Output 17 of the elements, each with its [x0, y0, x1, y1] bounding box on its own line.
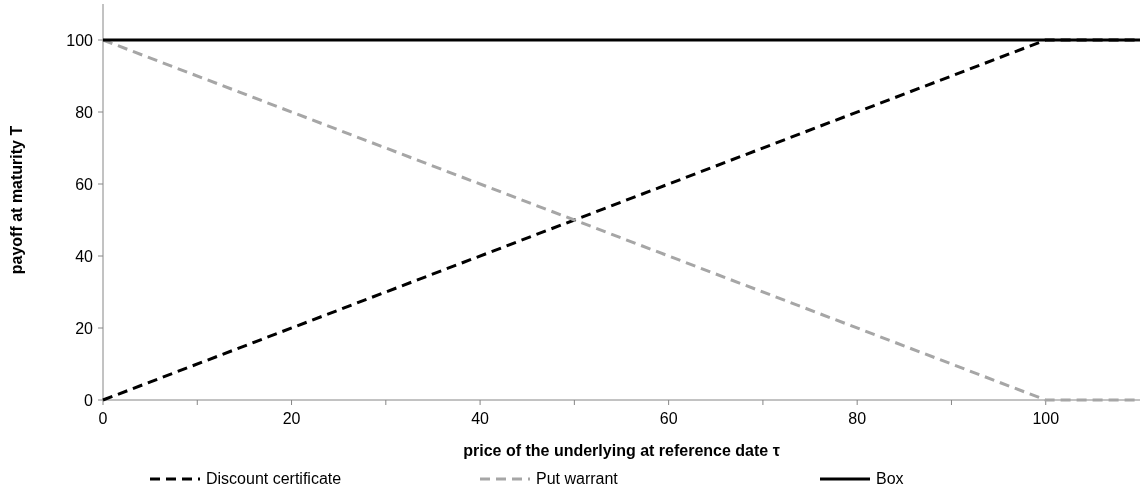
- legend-label: Discount certificate: [206, 470, 342, 487]
- y-tick-label: 0: [84, 391, 94, 409]
- y-tick-label: 20: [75, 319, 94, 337]
- x-tick-label: 40: [471, 410, 490, 427]
- x-axis-title: price of the underlying at reference date τ: [463, 442, 780, 459]
- legend-label: Put warrant: [536, 470, 619, 487]
- legend-label: Box: [876, 470, 904, 487]
- x-tick-label: 0: [98, 410, 108, 427]
- y-tick-label: 100: [66, 31, 94, 49]
- x-tick-label: 60: [659, 410, 678, 427]
- y-tick-label: 60: [75, 175, 94, 193]
- y-tick-label: 80: [75, 103, 94, 121]
- x-tick-label: 80: [848, 410, 867, 427]
- x-tick-label: 100: [1032, 410, 1060, 427]
- y-axis-title: payoff at maturity T: [8, 125, 25, 275]
- y-tick-label: 40: [75, 247, 94, 265]
- x-tick-label: 20: [282, 410, 301, 427]
